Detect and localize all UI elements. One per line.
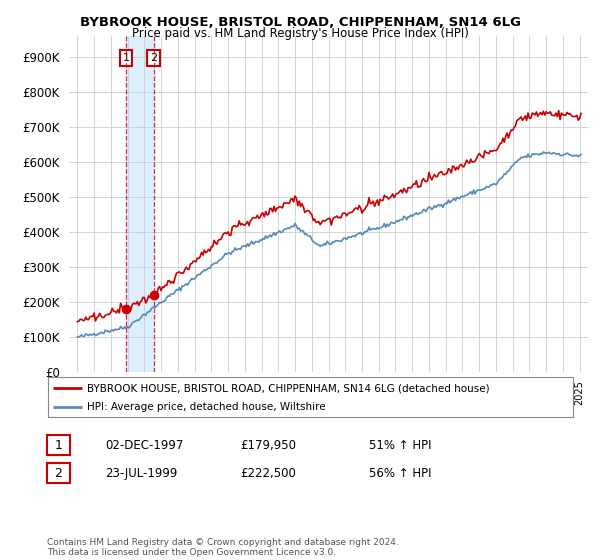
Text: 02-DEC-1997: 02-DEC-1997 (105, 438, 184, 452)
Text: Price paid vs. HM Land Registry's House Price Index (HPI): Price paid vs. HM Land Registry's House … (131, 27, 469, 40)
Text: Contains HM Land Registry data © Crown copyright and database right 2024.
This d: Contains HM Land Registry data © Crown c… (47, 538, 398, 557)
Text: £222,500: £222,500 (240, 466, 296, 480)
Text: 51% ↑ HPI: 51% ↑ HPI (369, 438, 431, 452)
Text: 2: 2 (150, 53, 157, 63)
Text: HPI: Average price, detached house, Wiltshire: HPI: Average price, detached house, Wilt… (88, 402, 326, 412)
Text: 23-JUL-1999: 23-JUL-1999 (105, 466, 178, 480)
Text: £179,950: £179,950 (240, 438, 296, 452)
Bar (126, 36, 154, 372)
Text: BYBROOK HOUSE, BRISTOL ROAD, CHIPPENHAM, SN14 6LG: BYBROOK HOUSE, BRISTOL ROAD, CHIPPENHAM,… (79, 16, 521, 29)
Text: 56% ↑ HPI: 56% ↑ HPI (369, 466, 431, 480)
Text: 1: 1 (123, 53, 130, 63)
Text: BYBROOK HOUSE, BRISTOL ROAD, CHIPPENHAM, SN14 6LG (detached house): BYBROOK HOUSE, BRISTOL ROAD, CHIPPENHAM,… (88, 383, 490, 393)
Text: 2: 2 (54, 466, 62, 480)
Text: 1: 1 (54, 438, 62, 452)
